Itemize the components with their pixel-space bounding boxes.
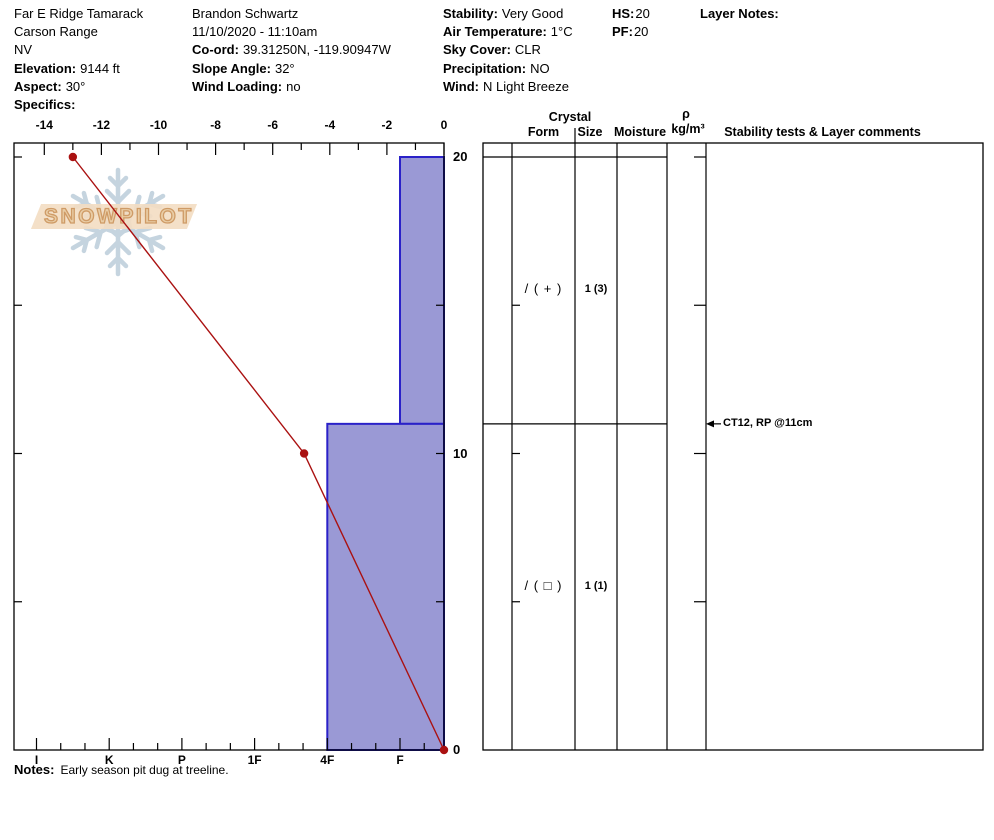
layer-table-frame — [482, 142, 984, 751]
sky-cover-value: CLR — [514, 42, 541, 58]
hardness-bar — [399, 156, 445, 425]
pf-line: PF:20 — [612, 23, 650, 41]
temperature-point — [68, 152, 78, 162]
pf-label: PF: — [612, 24, 633, 40]
notes-label: Notes: — [14, 762, 55, 777]
observer-info-block: Brandon Schwartz 11/10/2020 - 11:10am Co… — [192, 5, 391, 96]
layer-notes-label: Layer Notes: — [700, 6, 779, 21]
stability-label: Stability: — [443, 6, 498, 21]
elevation-label: Elevation: — [14, 60, 77, 76]
conditions-block: Stability: Very Good Air Temperature: 1°C … — [443, 5, 573, 96]
notes-text: Early season pit dug at treeline. — [60, 763, 229, 777]
wind-loading-label: Wind Loading: — [192, 78, 283, 94]
slope-angle-label: Slope Angle: — [192, 60, 271, 76]
hs-line: HS:20 — [612, 5, 650, 23]
observer-name: Brandon Schwartz — [192, 6, 299, 21]
totals-block: HS:20 PF:20 — [612, 5, 650, 41]
coord-label: Co-ord: — [192, 42, 239, 58]
elevation-value: 9144 ft — [80, 60, 120, 76]
slope-angle-line: Slope Angle: 32° — [192, 60, 391, 78]
stability-value: Very Good — [501, 6, 564, 21]
elevation-line: Elevation: 9144 ft — [14, 60, 143, 78]
temperature-point — [439, 745, 449, 755]
sky-cover-label: Sky Cover: — [443, 42, 511, 58]
wind-loading-value: no — [286, 78, 301, 94]
wind-label: Wind: — [443, 78, 479, 94]
layer-notes-block: Layer Notes: — [700, 5, 783, 23]
chart-frame — [13, 142, 445, 751]
sky-cover-line: Sky Cover: CLR — [443, 41, 573, 59]
pit-datetime: 11/10/2020 - 11:10am — [192, 24, 318, 40]
pit-title: Far E Ridge Tamarack — [14, 6, 144, 21]
aspect-value: 30° — [65, 78, 86, 94]
slope-angle-value: 32° — [274, 60, 295, 76]
hs-label: HS: — [612, 6, 635, 21]
specifics-label: Specifics: — [14, 97, 76, 113]
aspect-label: Aspect: — [14, 78, 62, 94]
hs-value: 20 — [635, 6, 650, 21]
hardness-bar — [326, 422, 445, 751]
air-temp-value: 1°C — [550, 24, 573, 40]
coordinates-line: Co-ord: 39.31250N, -119.90947W — [192, 41, 391, 59]
wind-value: N Light Breeze — [482, 78, 569, 94]
air-temp-line: Air Temperature: 1°C — [443, 23, 573, 41]
aspect-line: Aspect: 30° — [14, 78, 143, 96]
precipitation-value: NO — [530, 60, 550, 76]
temperature-point — [299, 449, 309, 458]
site-info-block: Far E Ridge Tamarack Carson Range NV Ele… — [14, 5, 143, 114]
wind-loading-line: Wind Loading: no — [192, 78, 391, 96]
pf-value: 20 — [633, 24, 649, 40]
watermark-text: SNOWPILOT — [43, 204, 194, 228]
stability-line: Stability: Very Good — [443, 5, 573, 23]
air-temp-label: Air Temperature: — [443, 24, 547, 40]
precipitation-label: Precipitation: — [443, 60, 527, 76]
precipitation-line: Precipitation: NO — [443, 60, 573, 78]
state: NV — [14, 42, 33, 58]
specifics-line: Specifics: — [14, 96, 143, 114]
coord-value: 39.31250N, -119.90947W — [242, 42, 391, 58]
mountain-range: Carson Range — [14, 24, 98, 40]
notes-line: Notes: Early season pit dug at treeline. — [14, 762, 229, 777]
wind-line: Wind: N Light Breeze — [443, 78, 573, 96]
annotation-arrowhead — [706, 420, 714, 428]
